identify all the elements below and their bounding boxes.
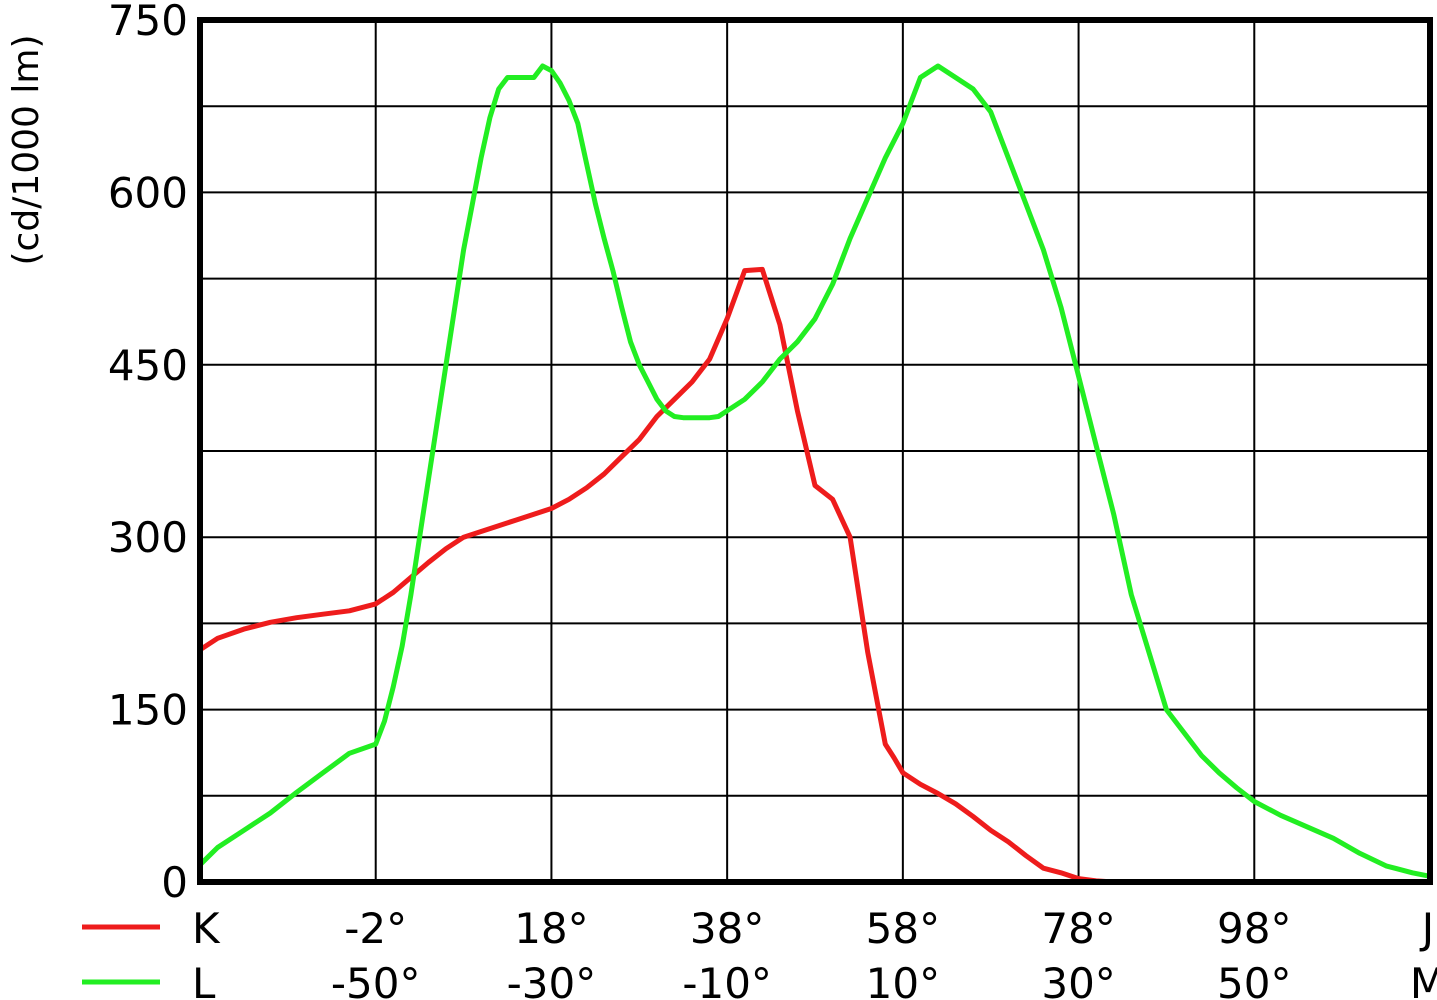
series-line-L xyxy=(198,63,1431,879)
x-tick-label: 98° xyxy=(1217,904,1291,953)
legend-label-L: L xyxy=(192,959,216,1000)
y-axis-label: (cd/1000 lm) xyxy=(6,35,47,266)
x-tick-label: 78° xyxy=(1041,904,1115,953)
x-tick-label: -50° xyxy=(331,959,421,1000)
x-tick-label: 30° xyxy=(1041,959,1115,1000)
series-line-K xyxy=(198,266,1237,885)
y-tick-label: 300 xyxy=(108,513,188,562)
x-tick-label: 10° xyxy=(866,959,940,1000)
legend-label-K: K xyxy=(192,904,221,953)
y-tick-label: 600 xyxy=(108,168,188,217)
x-tick-label: 38° xyxy=(690,904,764,953)
series-layer xyxy=(198,63,1431,885)
x-tick-label: 18° xyxy=(514,904,588,953)
x-tick-label: J xyxy=(1419,904,1434,953)
x-tick-labels: -2° 18° 38° 58° 78° 98° J -50° -30° -10° 10° 30° 50°… xyxy=(331,904,1437,1000)
x-tick-label: -2° xyxy=(344,904,407,953)
x-tick-label: 50° xyxy=(1217,959,1291,1000)
plot-frame xyxy=(197,17,1433,885)
x-tick-label: M xyxy=(1410,959,1437,1000)
chart-grid xyxy=(200,20,1430,882)
y-tick-label: 150 xyxy=(108,686,188,735)
y-tick-label: 450 xyxy=(108,341,188,390)
y-tick-labels: 0 150 300 450 600 750 xyxy=(108,0,188,907)
y-tick-label: 0 xyxy=(161,858,188,907)
x-tick-label: -30° xyxy=(507,959,597,1000)
legend: KL xyxy=(82,904,221,1000)
y-tick-label: 750 xyxy=(108,0,188,45)
x-tick-label: -10° xyxy=(682,959,772,1000)
x-tick-label: 58° xyxy=(866,904,940,953)
